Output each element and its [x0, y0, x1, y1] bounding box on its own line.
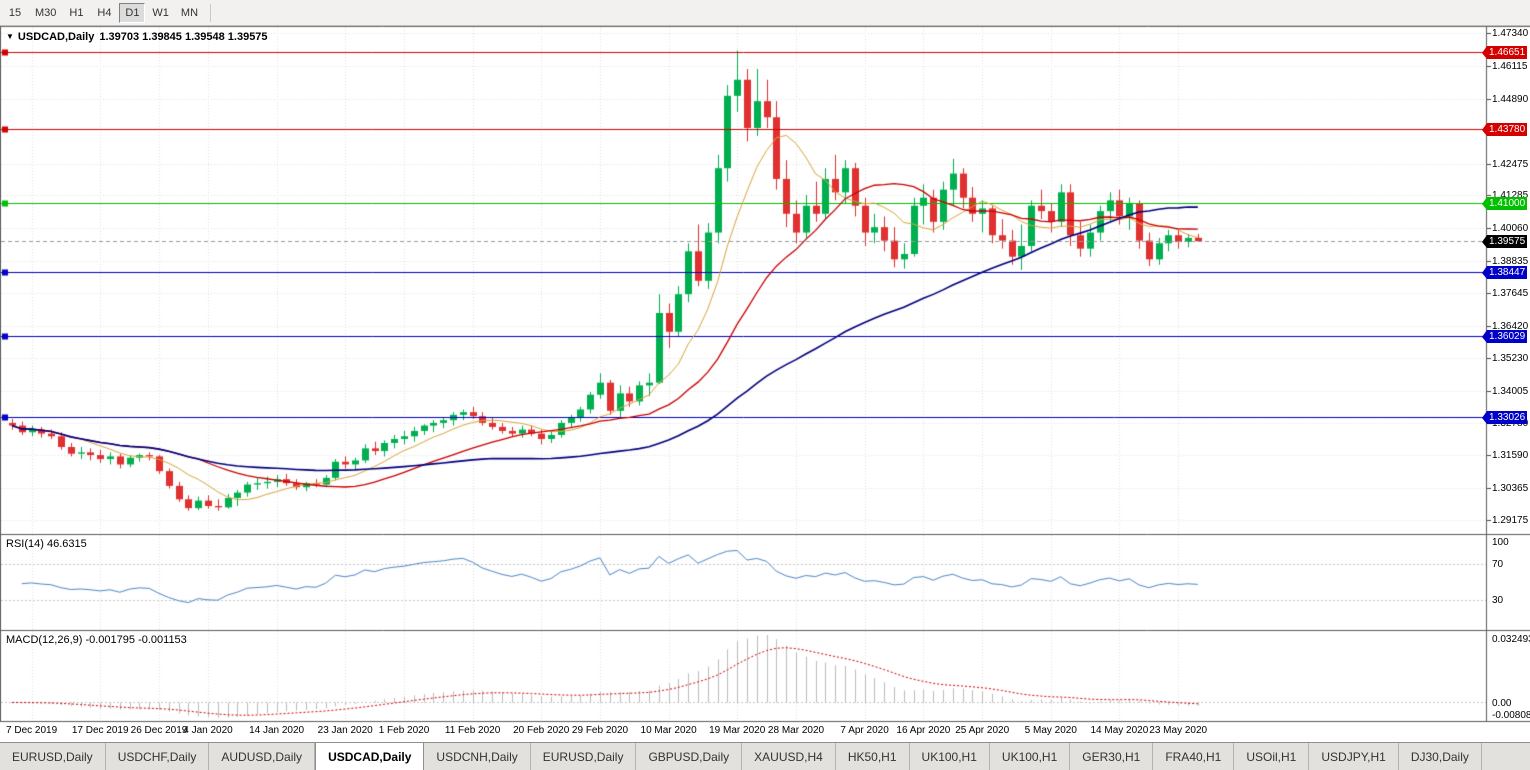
price-flag: 1.33026	[1482, 410, 1528, 424]
price-axis-label: 1.44890	[1492, 93, 1529, 105]
macd-indicator-label: MACD(12,26,9) -0.001795 -0.001153	[6, 634, 187, 646]
time-axis-label: 14 May 2020	[1090, 725, 1149, 736]
chart-tab-fra40-h1[interactable]: FRA40,H1	[1153, 743, 1235, 770]
price-axis-label: 1.35230	[1492, 352, 1529, 364]
chart-tab-usoil-h1[interactable]: USOil,H1	[1234, 743, 1310, 770]
timeframe-button-15[interactable]: 15	[8, 6, 22, 19]
time-axis-label: 16 Apr 2020	[896, 725, 951, 736]
chart-canvas[interactable]	[0, 0, 1530, 742]
timeframe-button-h4[interactable]: H4	[97, 6, 112, 19]
price-axis-label: 1.34005	[1492, 385, 1529, 397]
time-axis-label: 20 Feb 2020	[513, 725, 570, 736]
price-flag: 1.36029	[1482, 330, 1528, 344]
time-axis-label: 11 Feb 2020	[444, 725, 501, 736]
price-axis-label: 100	[1492, 537, 1509, 548]
timeframe-button-m30[interactable]: M30	[35, 6, 57, 19]
price-axis-label: 70	[1492, 559, 1504, 570]
time-axis-label: 29 Feb 2020	[571, 725, 629, 736]
timeframe-button-h1[interactable]: H1	[69, 6, 84, 19]
chart-tab-eurusd-daily[interactable]: EURUSD,Daily	[531, 743, 637, 770]
price-flag: 1.39575	[1482, 235, 1528, 249]
time-axis[interactable]: 7 Dec 2019 17 Dec 2019 26 Dec 2019 4 Jan 20…	[0, 722, 1487, 742]
chart-tab-audusd-daily[interactable]: AUDUSD,Daily	[209, 743, 316, 770]
chart-tab-eurusd-daily[interactable]: EURUSD,Daily	[0, 743, 106, 770]
time-axis-label: 14 Jan 2020	[249, 725, 305, 736]
timeframe-button-w1[interactable]: W1	[152, 6, 169, 19]
price-axis-label: 1.40060	[1492, 223, 1529, 235]
time-axis-label: 4 Jan 2020	[183, 725, 233, 736]
price-axis-label: 1.30365	[1492, 483, 1529, 495]
chart-tab-ger30-h1[interactable]: GER30,H1	[1070, 743, 1154, 770]
chart-tab-usdcnh-daily[interactable]: USDCNH,Daily	[424, 743, 531, 770]
price-axis-label: 1.38835	[1492, 256, 1529, 268]
price-axis-label: 1.36420	[1492, 320, 1529, 332]
chart-tab-usdjpy-h1[interactable]: USDJPY,H1	[1309, 743, 1399, 770]
time-axis-label: 23 Jan 2020	[317, 725, 373, 736]
price-axis-label: 1.32780	[1492, 418, 1529, 430]
price-axis-label: -0.00808	[1492, 710, 1530, 721]
price-axis-label: 1.47340	[1492, 28, 1529, 40]
price-axis-label: 1.42475	[1492, 158, 1529, 170]
time-axis-label: 10 Mar 2020	[640, 725, 697, 736]
price-flag: 1.46651	[1482, 45, 1528, 59]
price-axis-label: 1.37645	[1492, 288, 1529, 299]
chart-tab-xauusd-h4[interactable]: XAUUSD,H4	[742, 743, 836, 770]
time-axis-label: 17 Dec 2019	[71, 725, 129, 736]
timeframe-button-mn[interactable]: MN	[180, 6, 199, 19]
time-axis-label: 5 May 2020	[1024, 725, 1077, 736]
time-axis-label: 7 Dec 2019	[6, 725, 58, 736]
price-axis-label: 0.032493	[1492, 634, 1530, 645]
chart-tab-hk50-h1[interactable]: HK50,H1	[836, 743, 910, 770]
price-axis[interactable]: 1.47340 1.46115 1.44890 1.42475 1.41285 1.400…	[1482, 26, 1530, 722]
price-axis-label: 0.00	[1492, 697, 1512, 709]
toolbar-separator	[210, 3, 212, 22]
price-axis-label: 30	[1492, 595, 1504, 606]
price-flag: 1.38447	[1482, 265, 1528, 279]
ohlc-values: 1.39703 1.39845 1.39548 1.39575	[99, 31, 268, 43]
time-axis-label: 7 Apr 2020	[840, 725, 889, 736]
time-axis-label: 26 Dec 2019	[130, 725, 188, 736]
price-axis-label: 1.31590	[1492, 450, 1529, 462]
time-axis-label: 25 Apr 2020	[955, 725, 1010, 736]
chart-title: ▼ USDCAD,Daily 1.39703 1.39845 1.39548 1.3…	[6, 31, 268, 43]
chart-tab-uk100-h1[interactable]: UK100,H1	[990, 743, 1071, 770]
price-flag: 1.43780	[1482, 122, 1528, 136]
price-axis-label: 1.29175	[1492, 515, 1529, 527]
price-axis-label: 1.46115	[1492, 60, 1528, 72]
timeframe-toolbar: 15 M30 H1 H4 D1 W1 MN	[0, 0, 1530, 26]
chart-tab-uk100-h1[interactable]: UK100,H1	[910, 743, 990, 770]
symbol-period-label: USDCAD,Daily	[17, 31, 95, 43]
collapse-arrow-icon[interactable]: ▼	[6, 32, 14, 41]
rsi-indicator-label: RSI(14) 46.6315	[6, 538, 87, 550]
chart-tab-usdcad-daily[interactable]: USDCAD,Daily	[315, 743, 425, 770]
chart-tab-gbpusd-daily[interactable]: GBPUSD,Daily	[636, 743, 743, 770]
time-axis-label: 19 Mar 2020	[709, 725, 766, 736]
price-flag: 1.41000	[1482, 197, 1528, 211]
price-axis-label: 1.41285	[1492, 190, 1529, 202]
timeframe-button-d1[interactable]: D1	[119, 2, 146, 23]
time-axis-label: 1 Feb 2020	[378, 725, 430, 736]
chart-tab-bar: EURUSD,Daily USDCHF,Daily AUDUSD,Daily USDC…	[0, 742, 1530, 770]
time-axis-label: 23 May 2020	[1149, 725, 1208, 736]
chart-tab-dj30-daily[interactable]: DJ30,Daily	[1399, 743, 1482, 770]
chart-tab-usdchf-daily[interactable]: USDCHF,Daily	[106, 743, 210, 770]
time-axis-label: 28 Mar 2020	[767, 725, 825, 736]
